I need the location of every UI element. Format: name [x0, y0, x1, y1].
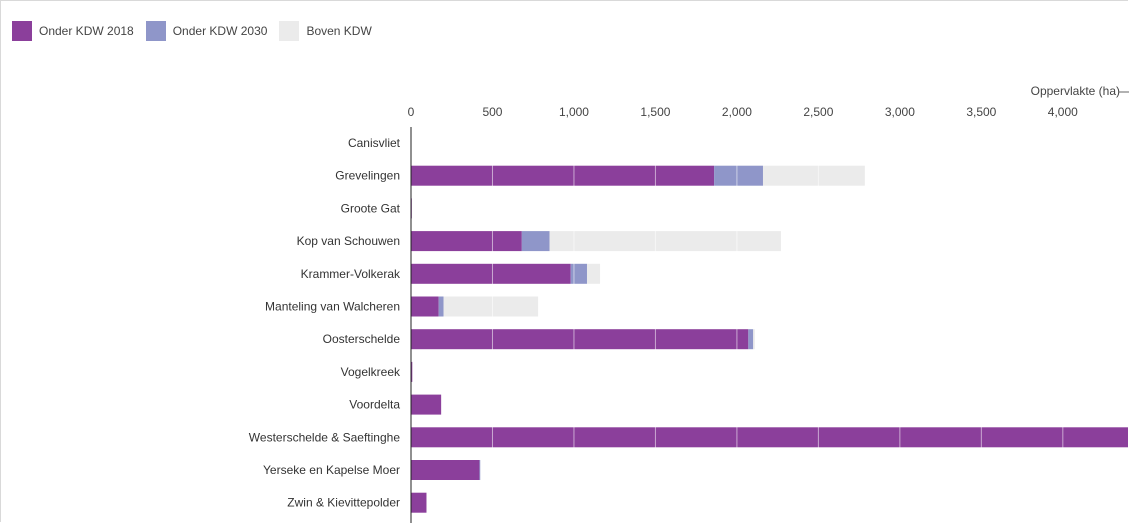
bar-segment: [411, 394, 442, 415]
bar-segment: [411, 231, 522, 252]
bar-segment: [586, 263, 601, 284]
legend-label-boven-kdw: Boven KDW: [306, 24, 372, 38]
category-label: Voordelta: [349, 398, 400, 412]
bar-segment: [748, 329, 754, 350]
bar-segment: [411, 296, 439, 317]
bar-segment: [714, 165, 763, 186]
category-label: Groote Gat: [341, 201, 401, 215]
legend-swatch-onder-kdw-2018: [12, 21, 32, 41]
legend-item-onder-kdw-2030[interactable]: Onder KDW 2030: [145, 21, 268, 41]
legend-swatch-onder-kdw-2030: [145, 21, 166, 41]
bar-segment: [549, 231, 781, 252]
x-tick-label: 4,000: [1048, 105, 1078, 119]
x-tick-label: 3,500: [966, 105, 996, 119]
category-label: Kop van Schouwen: [297, 234, 400, 248]
bar-segment: [411, 460, 480, 480]
bars-group: [411, 133, 1128, 513]
category-label: Grevelingen: [335, 169, 400, 183]
category-label: Zwin & Kievittepolder: [287, 496, 400, 510]
bar-segment: [762, 165, 865, 186]
x-tick-label: 500: [482, 105, 502, 119]
x-tick-label: 2,500: [803, 105, 833, 119]
legend-label-onder-kdw-2030: Onder KDW 2030: [172, 24, 268, 38]
chart-legend: Onder KDW 2018 Onder KDW 2030 Boven KDW: [12, 21, 384, 41]
bar-segment: [411, 263, 571, 284]
bar-segment: [479, 460, 481, 480]
category-label: Vogelkreek: [341, 365, 401, 379]
bar-segment: [411, 492, 427, 513]
legend-swatch-boven-kdw: [279, 21, 300, 41]
x-tick-label: 2,000: [722, 105, 752, 119]
category-label: Westerschelde & Saeftinghe: [249, 430, 401, 444]
legend-item-boven-kdw[interactable]: Boven KDW: [279, 21, 372, 41]
category-label: Canisvliet: [348, 136, 401, 150]
bar-segment: [411, 361, 413, 382]
bar-segment: [753, 329, 755, 350]
bar-segment: [411, 165, 715, 186]
legend-item-onder-kdw-2018[interactable]: Onder KDW 2018: [12, 21, 134, 41]
bar-segment: [411, 329, 749, 350]
x-tick-label: 3,000: [885, 105, 915, 119]
category-label: Yerseke en Kapelse Moer: [263, 463, 400, 477]
legend-label-onder-kdw-2018: Onder KDW 2018: [39, 24, 134, 38]
bar-segment: [570, 263, 587, 284]
category-label: Oosterschelde: [323, 332, 401, 346]
x-tick-label: 0: [408, 105, 415, 119]
category-label: Manteling van Walcheren: [265, 300, 400, 314]
bar-segment: [521, 231, 550, 252]
x-axis-title: Oppervlakte (ha): [1031, 84, 1120, 98]
bar-segment: [438, 296, 444, 317]
bar-segment: [411, 427, 1128, 448]
bar-segment: [443, 296, 539, 317]
category-label: Krammer-Volkerak: [301, 267, 401, 281]
x-tick-label: 1,000: [559, 105, 589, 119]
x-tick-label: 1,500: [640, 105, 670, 119]
